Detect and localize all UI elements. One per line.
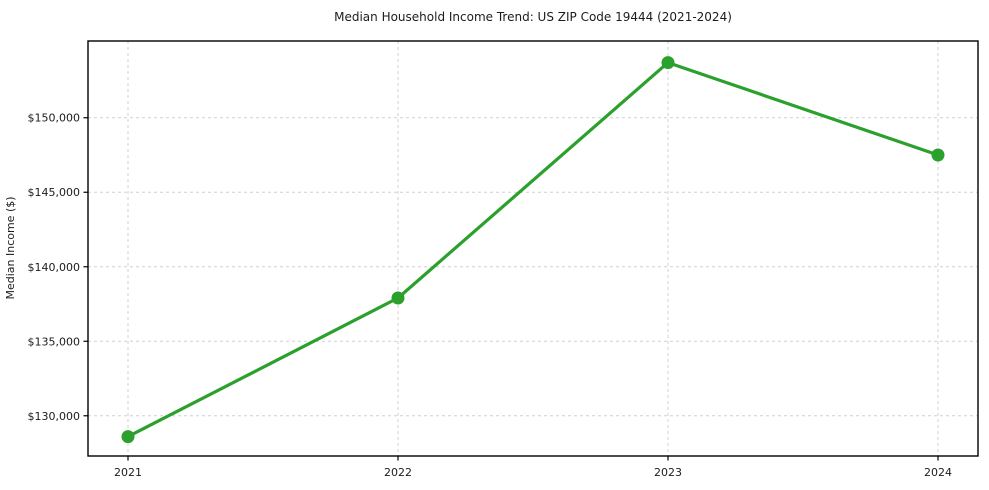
data-point-marker [931,148,945,162]
series-line [126,61,940,439]
plot-border [87,40,979,457]
axis-ticks [83,117,939,461]
x-tick-label: 2024 [924,466,952,479]
gridlines [88,41,978,456]
x-tick-label: 2022 [384,466,412,479]
data-point-markers [121,56,945,444]
chart-title: Median Household Income Trend: US ZIP Co… [334,10,732,24]
y-tick-label: $140,000 [28,261,81,274]
y-axis-label: Median Income ($) [4,196,17,299]
y-tick-label: $145,000 [28,186,81,199]
y-tick-label: $150,000 [28,112,81,125]
data-point-marker [661,56,675,70]
x-tick-labels: 2021 2022 2023 2024 [114,466,952,479]
y-tick-labels: $130,000 $135,000 $140,000 $145,000 $150,000 [28,112,81,423]
y-tick-label: $135,000 [28,335,81,348]
x-tick-label: 2023 [654,466,682,479]
x-tick-label: 2021 [114,466,142,479]
data-point-marker [121,430,135,444]
data-point-marker [391,291,405,305]
y-tick-label: $130,000 [28,410,81,423]
